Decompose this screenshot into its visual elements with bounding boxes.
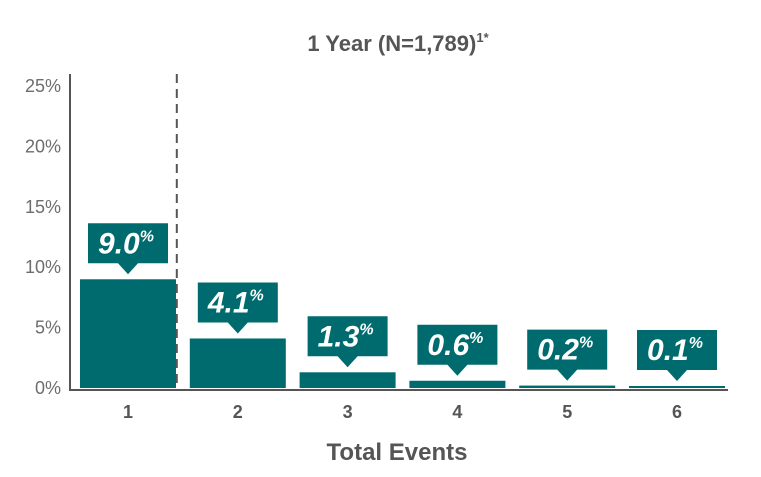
- data-label-callout: [527, 329, 608, 381]
- y-tick-label: 10%: [25, 257, 61, 277]
- data-label: 1.3%: [318, 320, 374, 353]
- data-label: 4.1%: [207, 286, 264, 319]
- bar-2: [189, 338, 286, 388]
- bar-1: [80, 279, 176, 388]
- x-axis-ticks: 1 2 3 4 5 6: [123, 402, 682, 422]
- data-label-callout: [637, 330, 717, 381]
- data-label-callout: [197, 282, 278, 334]
- data-label: 9.0%: [98, 227, 154, 260]
- x-axis-label: Total Events: [327, 439, 468, 466]
- x-tick-label: 4: [452, 402, 462, 422]
- y-tick-label: 15%: [25, 197, 61, 217]
- data-label: 0.2%: [537, 334, 593, 367]
- data-label-callout: [88, 223, 168, 275]
- y-axis-ticks: 0% 5% 10% 15% 20% 25%: [25, 76, 61, 398]
- bar-3: [299, 372, 396, 388]
- data-label: 0.6%: [427, 329, 483, 362]
- y-tick-label: 0%: [35, 378, 61, 398]
- data-labels-group: 9.0% 4.1% 1.3% 0.6% 0.2% 0.1%: [88, 223, 717, 381]
- bar-6: [629, 386, 725, 388]
- x-tick-label: 6: [672, 402, 682, 422]
- y-tick-label: 5%: [35, 318, 61, 338]
- y-tick-label: 20%: [25, 136, 61, 156]
- chart-title: 1 Year (N=1,789)1*: [307, 30, 489, 56]
- data-label: 0.1%: [647, 334, 703, 367]
- x-tick-label: 1: [123, 402, 133, 422]
- y-tick-label: 25%: [25, 76, 61, 96]
- x-tick-label: 3: [343, 402, 353, 422]
- data-label-callout: [307, 316, 388, 368]
- bar-4: [409, 380, 506, 388]
- bar-5: [519, 385, 616, 388]
- x-tick-label: 2: [233, 402, 243, 422]
- data-label-callout: [417, 324, 498, 376]
- x-tick-label: 5: [562, 402, 572, 422]
- bars-group: [80, 279, 725, 388]
